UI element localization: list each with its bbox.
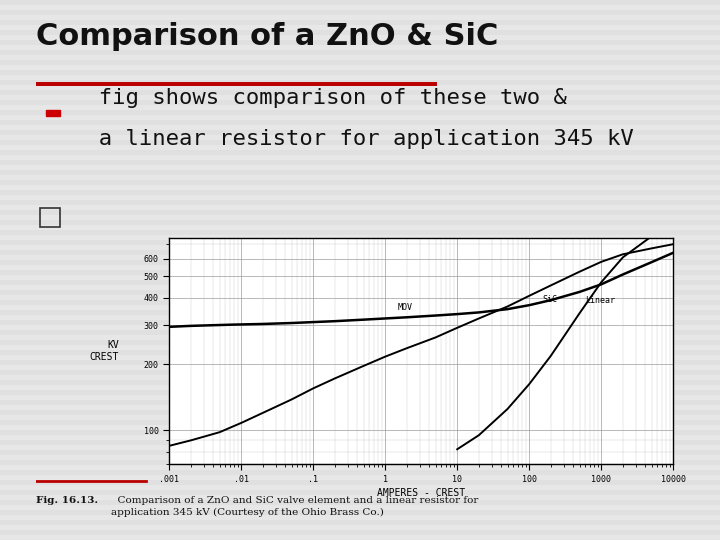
Bar (0, 485, 720, 490)
Bar (0, 255, 720, 260)
Bar (0, 235, 720, 240)
Text: fig shows comparison of these two &: fig shows comparison of these two & (72, 87, 567, 107)
Bar (0, 15, 720, 20)
Bar (0, 135, 720, 140)
Text: SiC: SiC (542, 295, 557, 304)
Bar (0, 505, 720, 510)
Bar (0, 275, 720, 280)
Bar (0, 185, 720, 190)
Bar (40, 208, 60, 227)
Bar (0, 475, 720, 480)
Bar (0, 285, 720, 290)
Bar (0, 445, 720, 450)
Bar (0, 175, 720, 180)
Bar (0, 455, 720, 460)
Bar (0, 305, 720, 310)
Bar (0, 325, 720, 330)
Bar (0, 205, 720, 210)
Y-axis label: KV
CREST: KV CREST (89, 340, 119, 362)
Bar (0, 115, 720, 120)
Bar (0, 225, 720, 230)
Bar (0, 165, 720, 170)
Bar (0, 535, 720, 540)
Text: Linear: Linear (585, 296, 615, 305)
Bar (0, 65, 720, 70)
Bar (0, 365, 720, 370)
Bar (0, 515, 720, 520)
Bar (0, 495, 720, 500)
X-axis label: AMPERES - CREST: AMPERES - CREST (377, 488, 465, 498)
Bar (0, 215, 720, 220)
Bar (0, 465, 720, 470)
Text: Fig. 16.13.: Fig. 16.13. (36, 496, 98, 505)
Bar (0, 95, 720, 100)
Bar (0, 425, 720, 430)
Bar (0, 55, 720, 60)
Bar (0, 405, 720, 410)
Bar (0, 345, 720, 350)
Bar (0, 525, 720, 530)
Bar (0, 415, 720, 420)
Bar (0, 335, 720, 340)
Bar (0, 75, 720, 80)
Text: Comparison of a ZnO & SiC: Comparison of a ZnO & SiC (36, 22, 498, 51)
Text: a linear resistor for application 345 kV: a linear resistor for application 345 kV (72, 130, 634, 150)
Bar (0, 85, 720, 90)
Bar (0, 265, 720, 270)
Bar (0, 295, 720, 300)
Text: Comparison of a ZnO and SiC valve element and a linear resistor for
application : Comparison of a ZnO and SiC valve elemen… (111, 496, 478, 517)
Bar (0, 35, 720, 40)
Text: MOV: MOV (398, 303, 413, 312)
Bar (0, 155, 720, 160)
Bar (0, 375, 720, 380)
Bar (0, 45, 720, 50)
Bar (0, 105, 720, 110)
Bar (0, 25, 720, 30)
Bar (0, 245, 720, 250)
Bar (0, 355, 720, 360)
Bar (0, 5, 720, 10)
Bar (46, 110, 60, 116)
Bar (0, 315, 720, 320)
Bar (0, 395, 720, 400)
Bar (0, 195, 720, 200)
Bar (0, 125, 720, 130)
Bar (0, 435, 720, 440)
Bar (0, 145, 720, 150)
Bar (0, 385, 720, 390)
